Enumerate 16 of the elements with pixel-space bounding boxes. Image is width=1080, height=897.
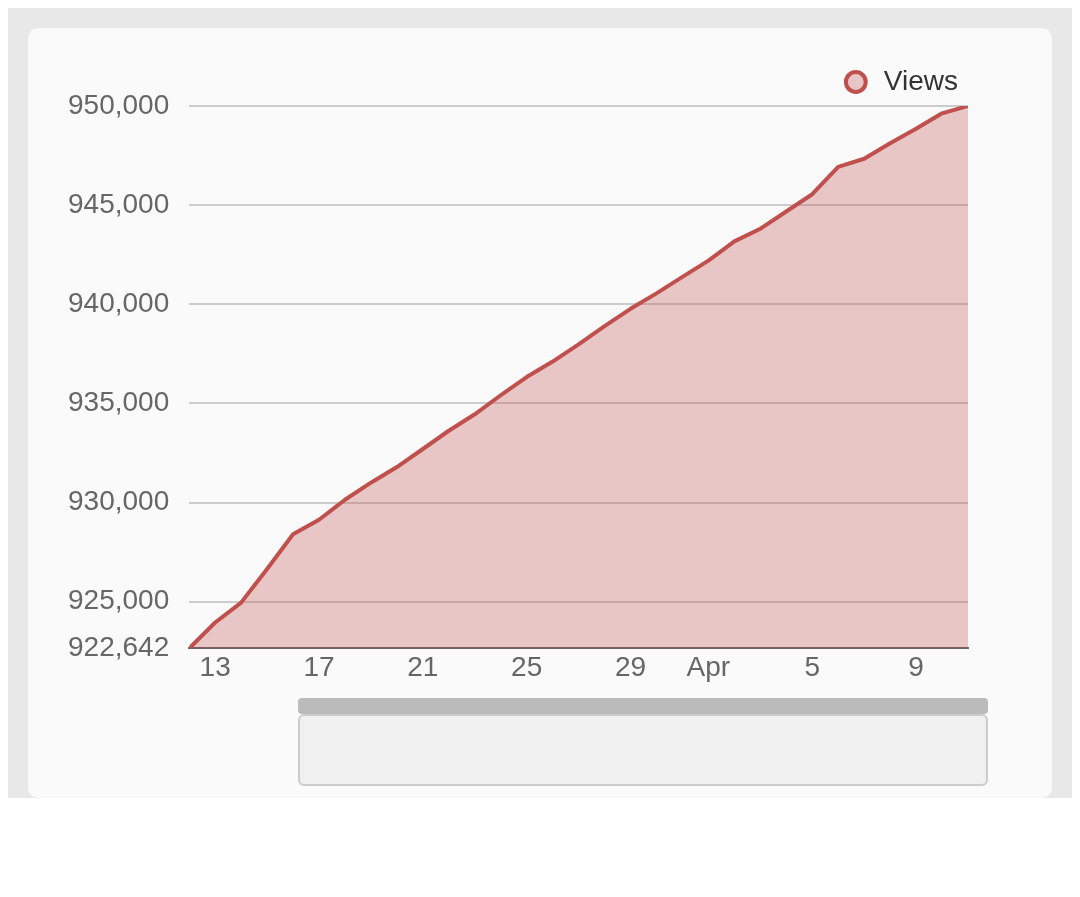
x-tick-label: 25 [511,650,543,682]
y-tick-label: 925,000 [67,584,170,616]
x-tick-label: 9 [908,650,924,682]
y-tick-label: 930,000 [67,485,170,517]
x-tick-label: 5 [804,650,821,682]
y-tick-label: 935,000 [67,386,170,418]
x-tick-label: Apr [686,650,731,682]
y-tick-label: 945,000 [67,187,170,219]
y-tick-label: 922,642 [67,631,170,663]
legend-label: Views [883,64,958,96]
x-tick-label: 21 [407,650,439,682]
x-tick-label: 29 [614,650,647,682]
x-tick-label: 17 [303,650,335,682]
x-tick-label: 13 [199,650,231,682]
y-tick-label: 950,000 [67,88,170,120]
y-tick-label: 940,000 [67,286,170,318]
